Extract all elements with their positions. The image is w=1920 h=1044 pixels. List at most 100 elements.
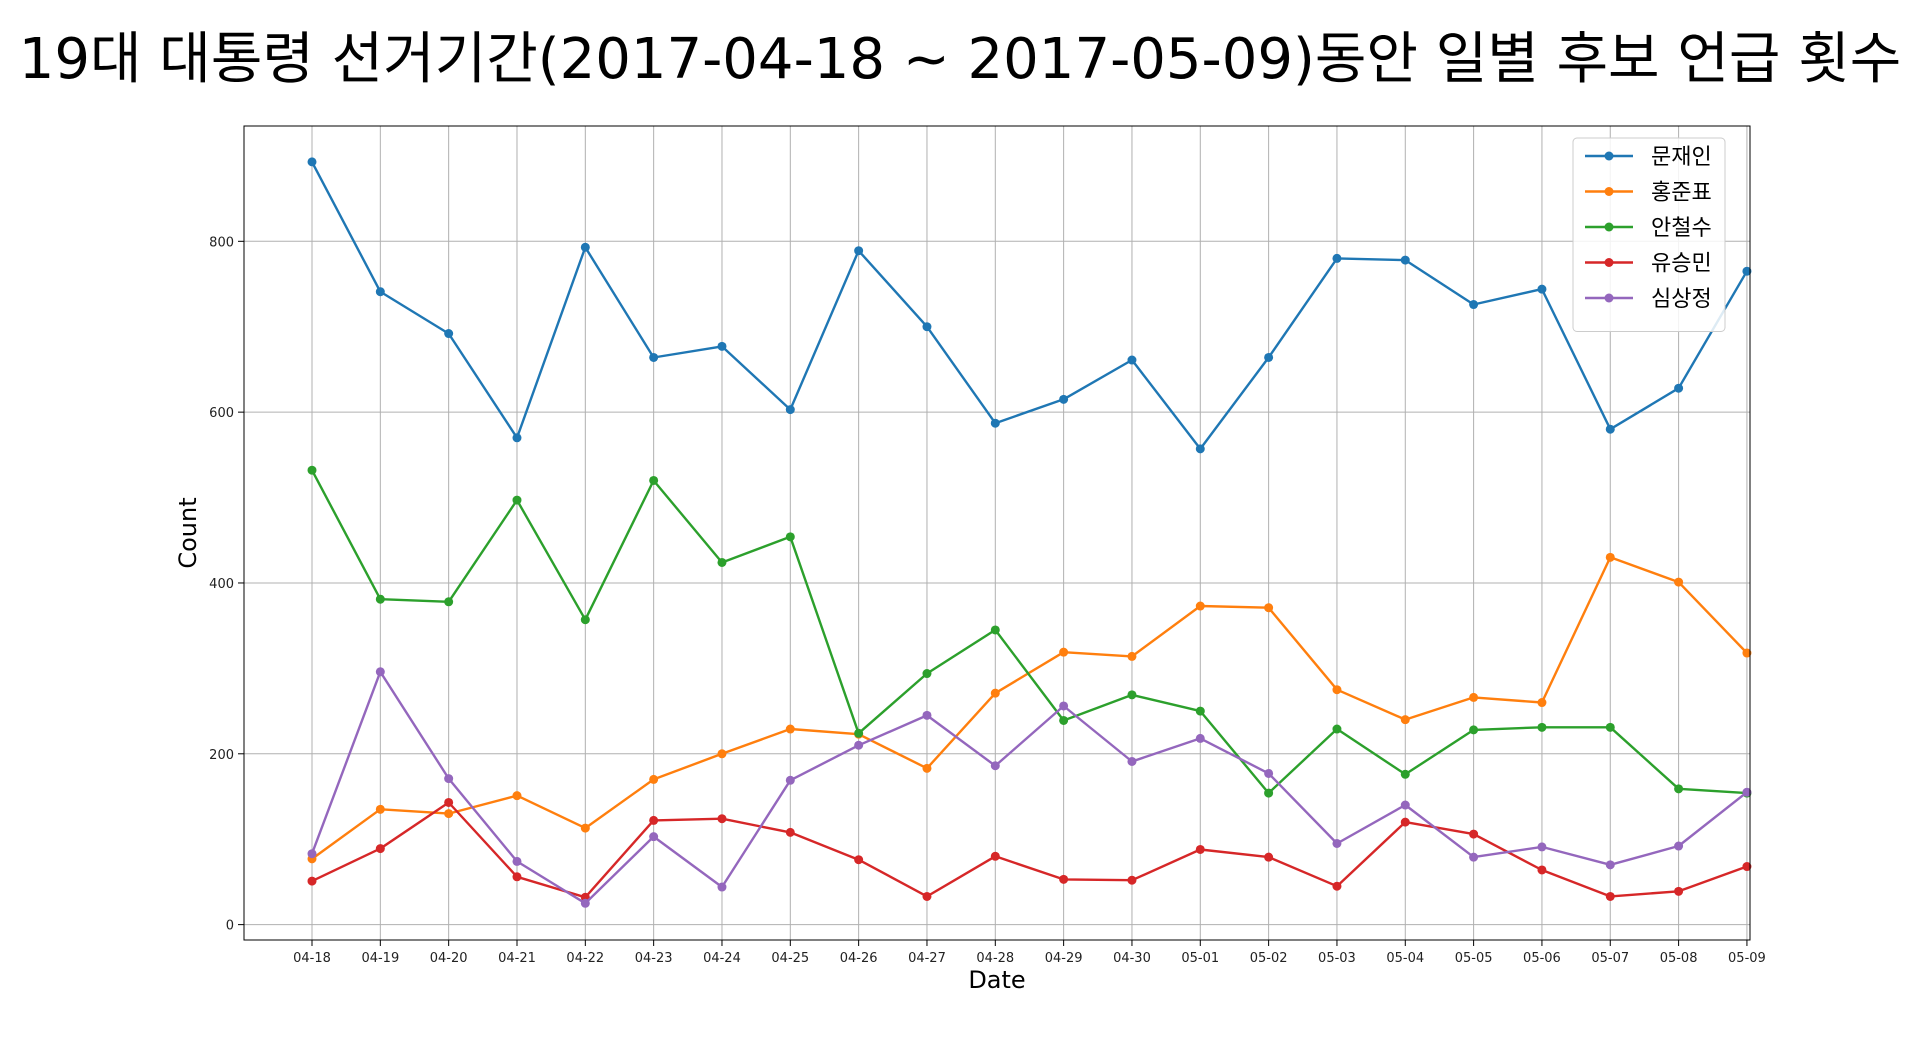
data-point xyxy=(1674,577,1684,587)
data-point xyxy=(1264,603,1274,613)
data-point xyxy=(1264,788,1274,798)
x-axis-ticks: 04-18 04-19 04-20 04-21 04-22 04-23 04-24 04-25… xyxy=(293,940,1766,966)
series-lines xyxy=(307,157,1752,908)
data-point xyxy=(1127,875,1137,885)
data-point xyxy=(922,763,932,773)
legend-marker xyxy=(1604,293,1614,303)
data-point xyxy=(717,341,727,351)
data-point xyxy=(580,242,590,252)
series-3 xyxy=(307,465,1752,798)
x-tick-label: 05-04 xyxy=(1386,951,1424,966)
data-point xyxy=(1537,284,1547,294)
data-point xyxy=(990,688,1000,698)
data-point xyxy=(1059,874,1069,884)
data-point xyxy=(375,594,385,604)
data-point xyxy=(512,791,522,801)
data-point xyxy=(1332,881,1342,891)
data-point xyxy=(1400,817,1410,827)
series-line xyxy=(311,556,1748,860)
data-point xyxy=(1469,725,1479,735)
data-point xyxy=(649,774,659,784)
y-tick-label: 800 xyxy=(209,235,234,250)
data-point xyxy=(649,352,659,362)
data-point xyxy=(785,405,795,415)
data-point xyxy=(922,891,932,901)
data-point xyxy=(990,761,1000,771)
legend-item: 홍준표 xyxy=(1585,181,1712,206)
x-tick-label: 04-28 xyxy=(976,951,1014,966)
plot-frame xyxy=(243,125,1751,941)
data-point xyxy=(1400,715,1410,725)
data-point xyxy=(785,775,795,785)
data-point xyxy=(580,615,590,625)
data-point xyxy=(375,667,385,677)
x-tick-label: 04-20 xyxy=(430,951,468,966)
x-tick-label: 04-29 xyxy=(1045,951,1083,966)
legend-item: 유승민 xyxy=(1585,252,1712,277)
data-point xyxy=(1332,685,1342,695)
data-point xyxy=(375,804,385,814)
data-point xyxy=(1332,838,1342,848)
series-line xyxy=(310,670,1748,905)
data-point xyxy=(1469,692,1479,702)
data-point xyxy=(717,749,727,759)
legend-marker xyxy=(1604,187,1614,196)
x-axis-label: Date xyxy=(968,966,1025,994)
data-point xyxy=(1400,800,1410,810)
data-point xyxy=(444,797,454,807)
legend-label: 유승민 xyxy=(1651,252,1712,277)
data-point xyxy=(717,557,727,567)
data-point xyxy=(1674,841,1684,851)
data-point xyxy=(1537,842,1547,852)
x-tick-label: 04-30 xyxy=(1113,951,1151,966)
data-point xyxy=(717,882,727,892)
data-point xyxy=(922,669,932,679)
data-point xyxy=(1127,651,1137,661)
data-point xyxy=(1059,715,1069,725)
data-point xyxy=(1674,784,1684,794)
data-point xyxy=(1059,701,1069,711)
data-point xyxy=(375,287,385,297)
data-point xyxy=(1605,424,1615,434)
data-point xyxy=(1742,862,1752,872)
data-point xyxy=(512,495,522,505)
data-point xyxy=(1127,756,1137,766)
data-point xyxy=(512,856,522,866)
data-point xyxy=(1537,865,1547,875)
legend-label: 안철수 xyxy=(1651,216,1712,241)
y-tick-label: 400 xyxy=(209,577,234,592)
data-point xyxy=(1195,706,1205,716)
data-point xyxy=(1400,255,1410,265)
data-point xyxy=(922,322,932,332)
x-tick-label: 04-18 xyxy=(293,951,331,966)
data-point xyxy=(1127,355,1137,365)
data-point xyxy=(1264,852,1274,862)
data-point xyxy=(1059,647,1069,657)
y-axis-ticks: 0 200 400 600 800 xyxy=(209,235,244,934)
data-point xyxy=(307,465,317,475)
x-tick-label: 05-07 xyxy=(1591,951,1629,966)
data-point xyxy=(444,774,454,784)
data-point xyxy=(1742,787,1752,797)
data-point xyxy=(444,809,454,819)
data-point xyxy=(990,625,1000,635)
data-point xyxy=(307,876,317,886)
legend-marker xyxy=(1604,222,1614,232)
data-point xyxy=(512,433,522,443)
legend-item: 문재인 xyxy=(1585,145,1712,170)
grid-lines xyxy=(244,126,1750,940)
data-point xyxy=(1195,733,1205,743)
y-tick-label: 0 xyxy=(226,919,234,934)
data-point xyxy=(854,246,864,256)
x-tick-label: 05-09 xyxy=(1728,951,1766,966)
data-point xyxy=(1400,769,1410,779)
data-point xyxy=(785,724,795,734)
data-point xyxy=(1332,253,1342,263)
data-point xyxy=(444,597,454,607)
data-point xyxy=(1742,648,1752,658)
data-point xyxy=(649,815,659,825)
data-point xyxy=(854,728,864,738)
legend-label: 홍준표 xyxy=(1651,181,1712,206)
x-tick-label: 05-02 xyxy=(1250,951,1288,966)
